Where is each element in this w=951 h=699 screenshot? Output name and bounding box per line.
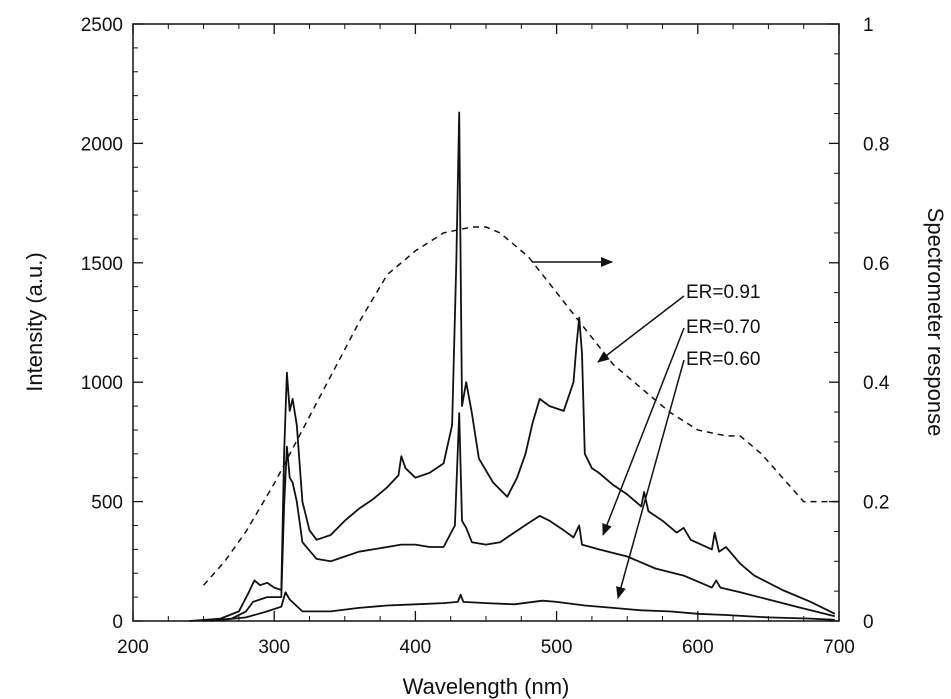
x-tick-label: 400 bbox=[400, 637, 432, 658]
x-tick-label: 500 bbox=[541, 637, 573, 658]
annotation-er070: ER=0.70 bbox=[686, 317, 760, 338]
ticks-layer: 200 300 400 500 600 700 0 500 1000 1500 2000 2500 0 0… bbox=[81, 15, 890, 658]
y-tick-label: 2000 bbox=[81, 134, 123, 155]
y2-tick-label: 0.2 bbox=[863, 493, 889, 514]
x-tick-label: 200 bbox=[117, 637, 149, 658]
y2-tick-label: 0 bbox=[863, 612, 874, 633]
arrow-er060 bbox=[616, 359, 685, 599]
y-tick-label: 500 bbox=[91, 493, 123, 514]
arrow-er091 bbox=[597, 295, 685, 363]
arrow-er070 bbox=[602, 327, 685, 536]
x-tick-label: 600 bbox=[682, 637, 714, 658]
annotation-er091: ER=0.91 bbox=[686, 282, 760, 303]
y-tick-label: 2500 bbox=[81, 15, 123, 36]
x-axis-title: Wavelength (nm) bbox=[403, 674, 570, 699]
y2-tick-label: 1 bbox=[863, 15, 874, 36]
y-tick-label: 1000 bbox=[81, 373, 123, 394]
y2-axis-title: Spectrometer response bbox=[923, 208, 948, 437]
y2-tick-label: 0.8 bbox=[863, 134, 889, 155]
y-tick-label: 0 bbox=[112, 612, 123, 633]
series-line bbox=[210, 591, 835, 622]
annotation-er060: ER=0.60 bbox=[686, 349, 760, 370]
series-layer bbox=[189, 111, 839, 622]
series-line bbox=[189, 111, 836, 622]
x-tick-label: 300 bbox=[258, 637, 290, 658]
series-line bbox=[203, 412, 836, 622]
y-tick-label: 1500 bbox=[81, 254, 123, 275]
y-axis-title: Intensity (a.u.) bbox=[22, 252, 47, 391]
y2-tick-label: 0.4 bbox=[863, 373, 890, 394]
x-tick-label: 700 bbox=[823, 637, 855, 658]
y2-tick-label: 0.6 bbox=[863, 254, 889, 275]
series-line bbox=[203, 226, 839, 586]
